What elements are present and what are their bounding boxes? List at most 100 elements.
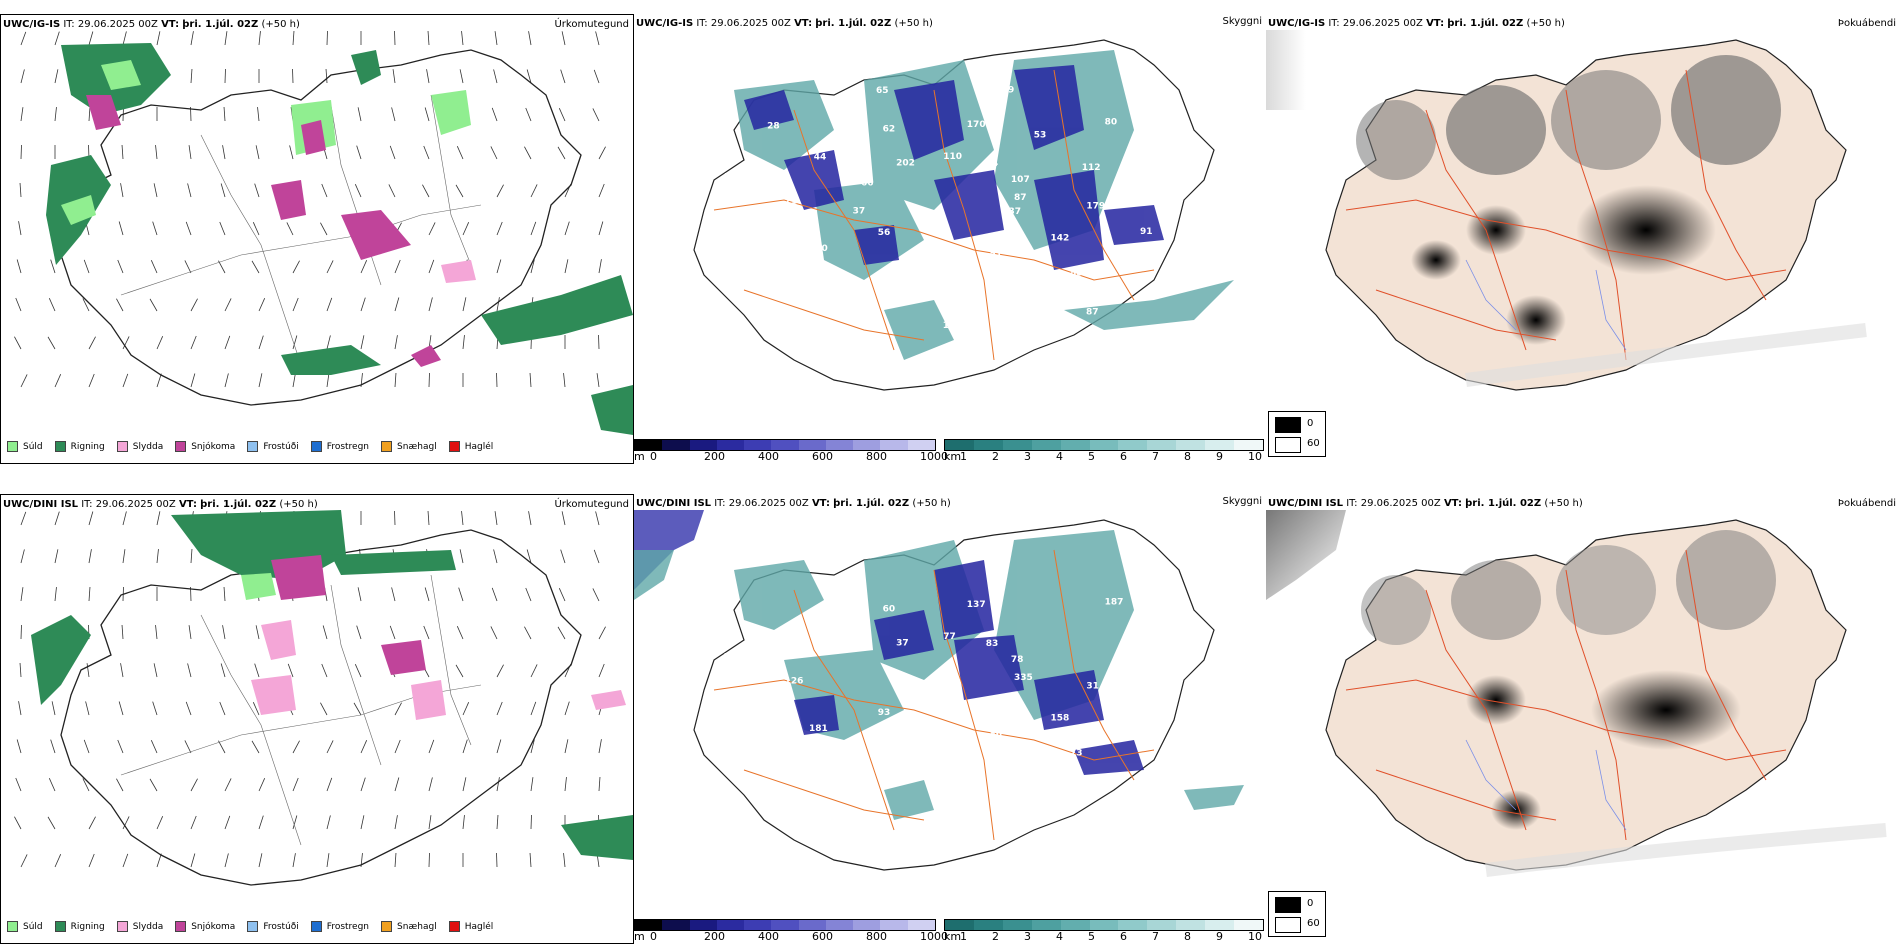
roads [1345, 549, 1787, 841]
colorbar-tick: 4 [1056, 930, 1063, 943]
visibility-ticks-1: km 1 2 3 4 5 6 7 8 9 10 [944, 450, 1262, 464]
legend-item: Frostúði [247, 441, 299, 452]
colorbar-segment [853, 440, 881, 450]
iceland-outline [60, 49, 582, 406]
colorbar-segment [1060, 920, 1090, 930]
legend-item: Frostregn [310, 921, 369, 932]
wind-barb [184, 740, 192, 754]
wind-barb [356, 625, 362, 640]
wind-barb [389, 145, 396, 160]
wind-barb [185, 701, 192, 716]
cloud-panel-2: UWC/DINI ISL IT: 29.06.2025 00Z VT: þri.… [634, 494, 1266, 944]
colorbar-tick: 200 [704, 930, 725, 943]
wind-barb [48, 298, 56, 312]
colorbar-segment [689, 440, 717, 450]
wind-barb [88, 511, 94, 526]
wind-barb [530, 701, 537, 716]
cloud-base-value: 137 [967, 600, 986, 610]
wind-barb [525, 587, 532, 602]
wind-barb [526, 549, 532, 564]
wind-barb [156, 549, 159, 564]
wind-barb [286, 222, 294, 236]
wind-barb [54, 511, 60, 526]
legend-item: Slydda [116, 921, 163, 932]
visibility-colorbar-1 [944, 439, 1264, 451]
precip-map-1 [14, 30, 633, 435]
wind-barb [118, 701, 124, 716]
wind-barb [20, 374, 28, 388]
wind-barb [121, 625, 124, 640]
fog-legend-low: 60 [1307, 438, 1320, 449]
colorbar-segment [1089, 440, 1119, 450]
wind-barb [15, 777, 22, 792]
cloud-base-value: 65 [876, 86, 889, 96]
wind-barb [185, 221, 192, 236]
cloud-base-value: 60 [883, 604, 896, 614]
colorbar-segment [945, 920, 974, 930]
wind-barb [54, 31, 60, 46]
wind-barb [258, 373, 263, 388]
wind-barb [190, 335, 197, 350]
colorbar-tick: 0 [650, 450, 657, 463]
wind-barb [496, 297, 500, 312]
cloud-base-value: 57 [724, 173, 737, 183]
wind-barb [564, 777, 567, 792]
cloud-base-value: 37 [1009, 207, 1022, 217]
wind-barb [18, 221, 22, 236]
cloud-base-value: 37 [853, 207, 866, 217]
legend-swatch [7, 921, 18, 932]
wind-barb [557, 626, 566, 640]
wind-barb [459, 69, 464, 84]
cloud-base-areas [744, 65, 1164, 270]
wind-barb [427, 31, 430, 46]
colorbar-tick: 4 [1056, 450, 1063, 463]
wind-barb [462, 335, 465, 350]
wind-barb [50, 259, 56, 274]
colorbar-segment [662, 440, 690, 450]
wind-barb [461, 511, 464, 526]
cloud-base-value: 63 [731, 719, 744, 729]
wind-barb [592, 588, 600, 602]
colorbar-tick: 1000 [920, 930, 948, 943]
wind-barb [222, 145, 226, 160]
iceland-outline [60, 529, 582, 886]
wind-barb [325, 69, 328, 84]
wind-barb [188, 625, 192, 640]
colorbar-segment [1205, 920, 1235, 930]
wind-barb [564, 739, 569, 754]
legend-label: Snjókoma [191, 921, 236, 932]
wind-barb [356, 145, 362, 160]
colorbar-segment [945, 440, 974, 450]
wind-barb [524, 626, 532, 640]
wind-barb [122, 511, 127, 526]
cloud-base-areas [794, 560, 1144, 775]
cloud-base-value: 75 [925, 727, 938, 737]
wind-barb [561, 511, 566, 526]
colorbar-tick: 6 [1120, 930, 1127, 943]
colorbar-segment [973, 440, 1003, 450]
wind-barb [218, 260, 226, 274]
cloud-base-value: 126 [785, 677, 804, 687]
wind-barb [360, 297, 366, 312]
colorbar-tick: 600 [812, 930, 833, 943]
wind-barb [595, 31, 600, 46]
wind-barb [251, 740, 260, 754]
wind-barb [292, 31, 295, 46]
wind-barb [326, 815, 331, 830]
colorbar-segment [771, 440, 799, 450]
colorbar-unit: km [944, 450, 962, 463]
wind-barb [558, 108, 566, 122]
colorbar-tick: 3 [1024, 450, 1031, 463]
wind-barb [320, 222, 328, 236]
wind-barb [326, 740, 334, 754]
colorbar-segment [662, 920, 690, 930]
colorbar-segment [1147, 920, 1177, 930]
wind-barb [428, 259, 435, 274]
precip-legend-1: Súld Rigning Slydda Snjókoma Frostúði Frostre… [7, 441, 505, 452]
wind-barb [20, 31, 27, 46]
cloud-base-value: 13 [987, 288, 1000, 298]
cloud-base-value: 170 [967, 120, 986, 130]
wind-barb [326, 373, 330, 388]
cloudbase-colorbar-2 [634, 919, 936, 931]
wind-barb [122, 373, 129, 388]
